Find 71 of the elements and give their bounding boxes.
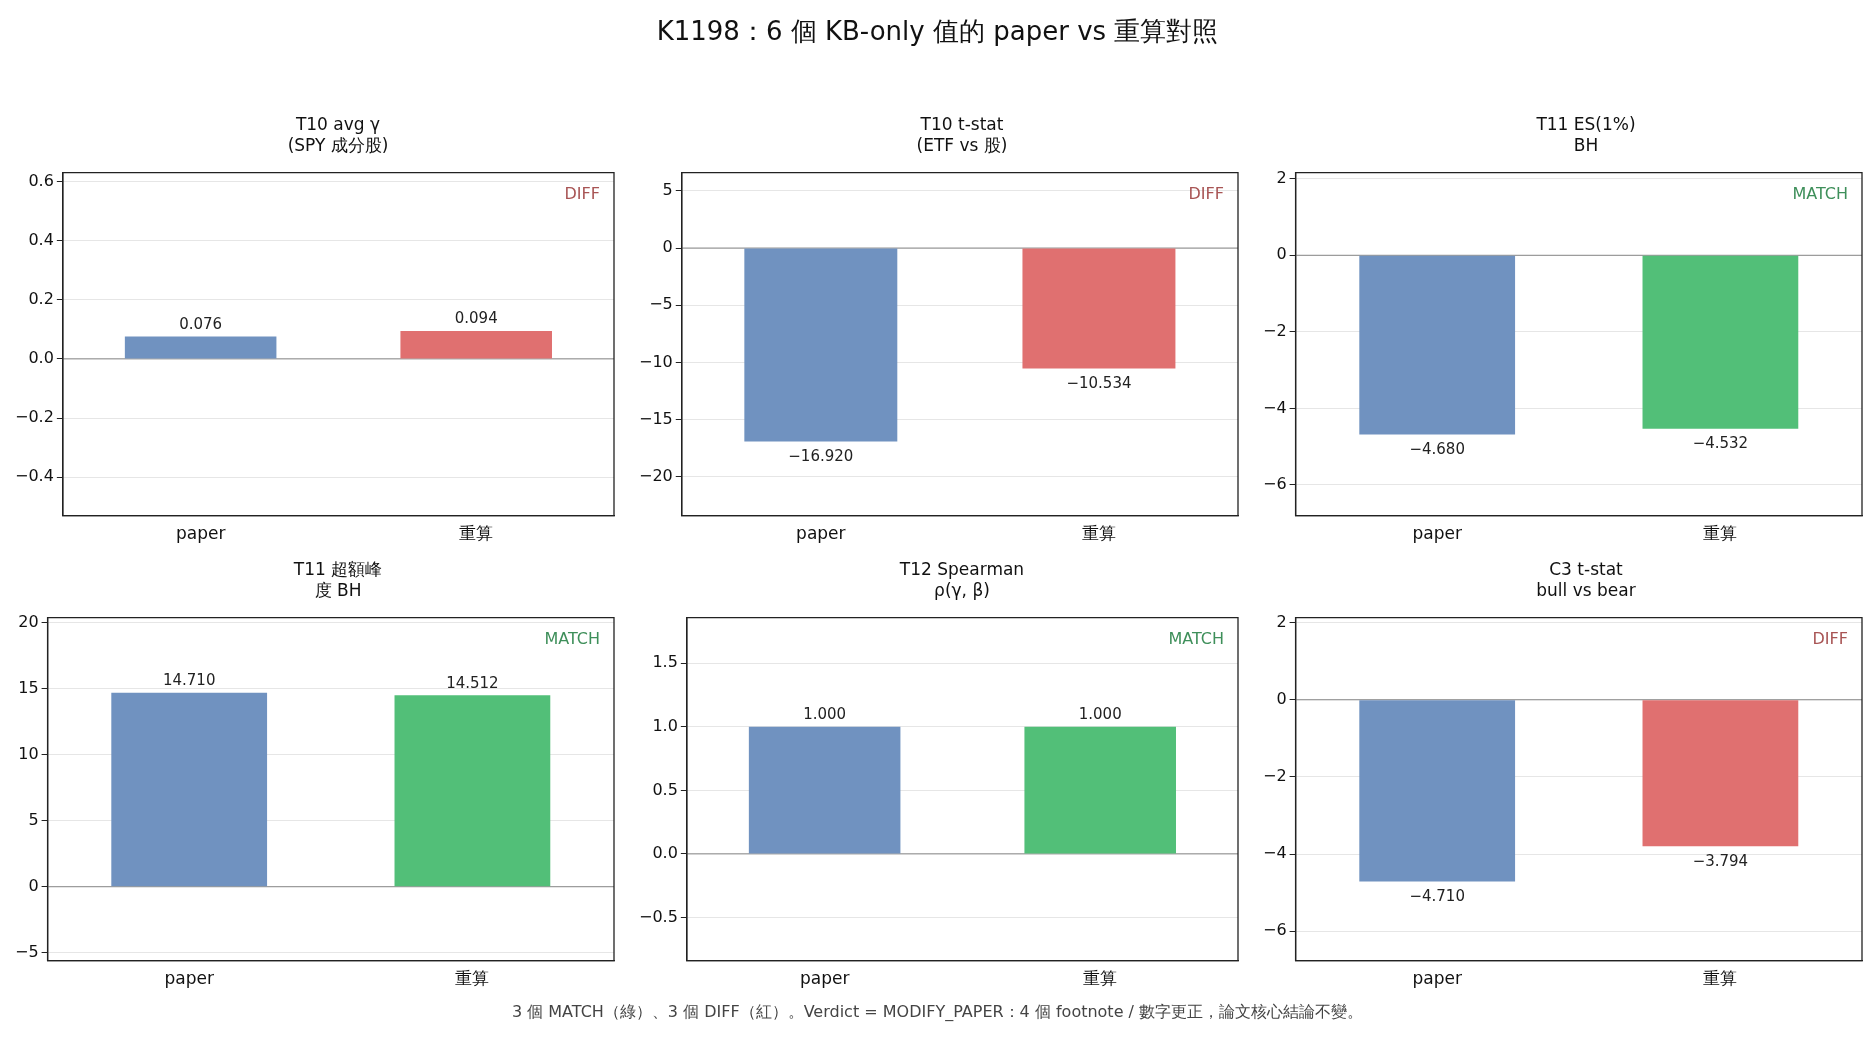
annotation: MATCH xyxy=(1792,183,1848,203)
y-tick-label: 0.0 xyxy=(652,843,678,863)
data-label: 14.710 xyxy=(162,671,216,690)
x-tick-label: paper xyxy=(164,968,214,989)
data-label: 0.094 xyxy=(454,309,498,328)
y-tick-label: 2 xyxy=(1276,611,1287,631)
annotation: DIFF xyxy=(564,183,600,203)
annotation: MATCH xyxy=(544,628,600,648)
annotation: DIFF xyxy=(1812,628,1848,648)
data-label: 0.076 xyxy=(179,314,223,333)
y-tick-label: 0.0 xyxy=(28,348,54,368)
x-tick-label: 重算 xyxy=(455,968,490,989)
y-tick-label: 0 xyxy=(1276,244,1287,264)
y-tick-label: −0.4 xyxy=(14,466,54,486)
data-label: 14.512 xyxy=(446,673,499,692)
x-tick-label: 重算 xyxy=(459,523,494,544)
x-tick-label: 重算 xyxy=(1083,968,1118,989)
text: 3 個 MATCH（綠）、3 個 DIFF（紅）。Verdict = MODIFY_PAPER：4 個 footnote / 數字更正，論文核心結論不變。 xyxy=(510,1002,1365,1023)
y-tick-label: 0 xyxy=(662,237,673,257)
y-tick-label: −2 xyxy=(1262,766,1287,786)
data-label: −4.710 xyxy=(1409,886,1465,905)
y-tick-label: 1.0 xyxy=(652,716,678,736)
y-tick-label: −0.5 xyxy=(638,906,678,926)
x-tick-label: 重算 xyxy=(1081,523,1116,544)
data-label: −4.680 xyxy=(1409,439,1465,458)
y-tick-label: −10 xyxy=(639,351,673,371)
x-tick-label: paper xyxy=(796,523,846,544)
y-tick-label: 0.6 xyxy=(28,170,54,190)
chart-title: T10 avg γ (SPY 成分股) xyxy=(287,114,389,156)
y-tick-label: −4 xyxy=(1262,843,1287,863)
chart-title: T11 ES(1%) BH xyxy=(1536,114,1636,156)
annotation: MATCH xyxy=(1168,628,1224,648)
chart-title: T10 t-stat (ETF vs 股) xyxy=(916,114,1008,156)
y-tick-label: 15 xyxy=(18,677,39,697)
y-tick-label: −6 xyxy=(1262,920,1287,940)
x-tick-label: paper xyxy=(1412,523,1462,544)
y-tick-label: 0.4 xyxy=(28,229,54,249)
y-tick-label: 10 xyxy=(18,743,39,763)
y-tick-label: 20 xyxy=(18,612,39,632)
data-label: −10.534 xyxy=(1066,373,1132,392)
y-tick-label: −6 xyxy=(1262,474,1287,494)
x-tick-label: paper xyxy=(799,968,850,989)
y-tick-label: 5 xyxy=(662,180,673,200)
y-tick-label: 0.5 xyxy=(652,779,678,799)
x-tick-label: 重算 xyxy=(1703,968,1738,989)
text: K1198：6 個 KB-only 值的 paper vs 重算對照 xyxy=(655,15,1220,48)
x-tick-label: paper xyxy=(175,523,226,544)
chart-title: C3 t-stat bull vs bear xyxy=(1536,559,1636,601)
y-tick-label: 0.2 xyxy=(28,288,54,308)
data-label: 1.000 xyxy=(1078,705,1122,724)
data-label: −4.532 xyxy=(1692,434,1749,453)
y-tick-label: 2 xyxy=(1276,167,1287,187)
y-tick-label: −5 xyxy=(649,294,673,314)
y-tick-label: −15 xyxy=(639,408,673,428)
y-tick-label: −5 xyxy=(14,941,39,961)
y-tick-label: −2 xyxy=(1262,321,1287,341)
y-tick-label: −0.2 xyxy=(14,407,54,427)
data-label: −3.794 xyxy=(1692,851,1749,870)
y-tick-label: 1.5 xyxy=(652,652,678,672)
y-tick-label: 0 xyxy=(1276,688,1287,708)
y-tick-label: −20 xyxy=(639,465,673,485)
data-label: −16.920 xyxy=(788,446,854,465)
chart-title: T12 Spearman ρ(γ, β) xyxy=(899,559,1025,601)
chart-title: T11 超額峰度 BH xyxy=(292,559,384,601)
y-tick-label: −4 xyxy=(1262,397,1287,417)
x-tick-label: paper xyxy=(1412,968,1462,989)
annotation: DIFF xyxy=(1188,183,1224,203)
x-tick-label: 重算 xyxy=(1703,523,1738,544)
data-label: 1.000 xyxy=(803,705,847,724)
y-tick-label: 5 xyxy=(28,809,39,829)
y-tick-label: 0 xyxy=(28,875,39,895)
